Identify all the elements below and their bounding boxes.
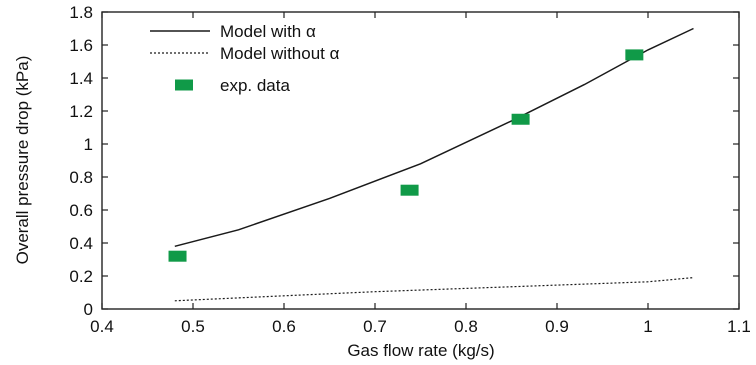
y-tick-label: 0.8 <box>69 168 93 187</box>
legend-marker-exp-data <box>175 79 193 91</box>
y-tick-label: 1.6 <box>69 36 93 55</box>
y-tick-label: 0.4 <box>69 234 93 253</box>
x-tick-label: 1 <box>643 317 652 336</box>
x-tick-label: 0.9 <box>545 317 569 336</box>
x-tick-label: 0.7 <box>363 317 387 336</box>
x-tick-label: 1.1 <box>727 317 751 336</box>
x-axis-label: Gas flow rate (kg/s) <box>347 341 494 360</box>
x-tick-label: 0.8 <box>454 317 478 336</box>
legend-label: Model without α <box>220 44 340 63</box>
plot-frame <box>101 11 740 310</box>
y-tick-label: 0.6 <box>69 201 93 220</box>
y-tick-label: 1.8 <box>69 3 93 22</box>
y-tick-label: 1.4 <box>69 69 93 88</box>
exp-data-point <box>168 250 187 262</box>
y-tick-label: 0 <box>84 300 93 319</box>
exp-data-point <box>400 184 419 196</box>
x-tick-label: 0.5 <box>181 317 205 336</box>
series-line-model-without-alpha <box>174 277 694 302</box>
y-tick-label: 0.2 <box>69 267 93 286</box>
legend-label: Model with α <box>220 22 316 41</box>
plot-area: 0.4 0.5 0.6 0.7 0.8 0.9 1 1.1 0 0.2 0.4 0.6 0.8 1 1.2 1… <box>69 3 750 336</box>
y-tick-label: 1.2 <box>69 102 93 121</box>
y-axis-label: Overall pressure drop (kPa) <box>13 56 32 265</box>
exp-data-point <box>625 49 644 61</box>
x-tick-label: 0.4 <box>90 317 114 336</box>
exp-data-point <box>511 113 530 125</box>
legend-label: exp. data <box>220 76 290 95</box>
x-tick-label: 0.6 <box>272 317 296 336</box>
y-tick-label: 1 <box>84 135 93 154</box>
